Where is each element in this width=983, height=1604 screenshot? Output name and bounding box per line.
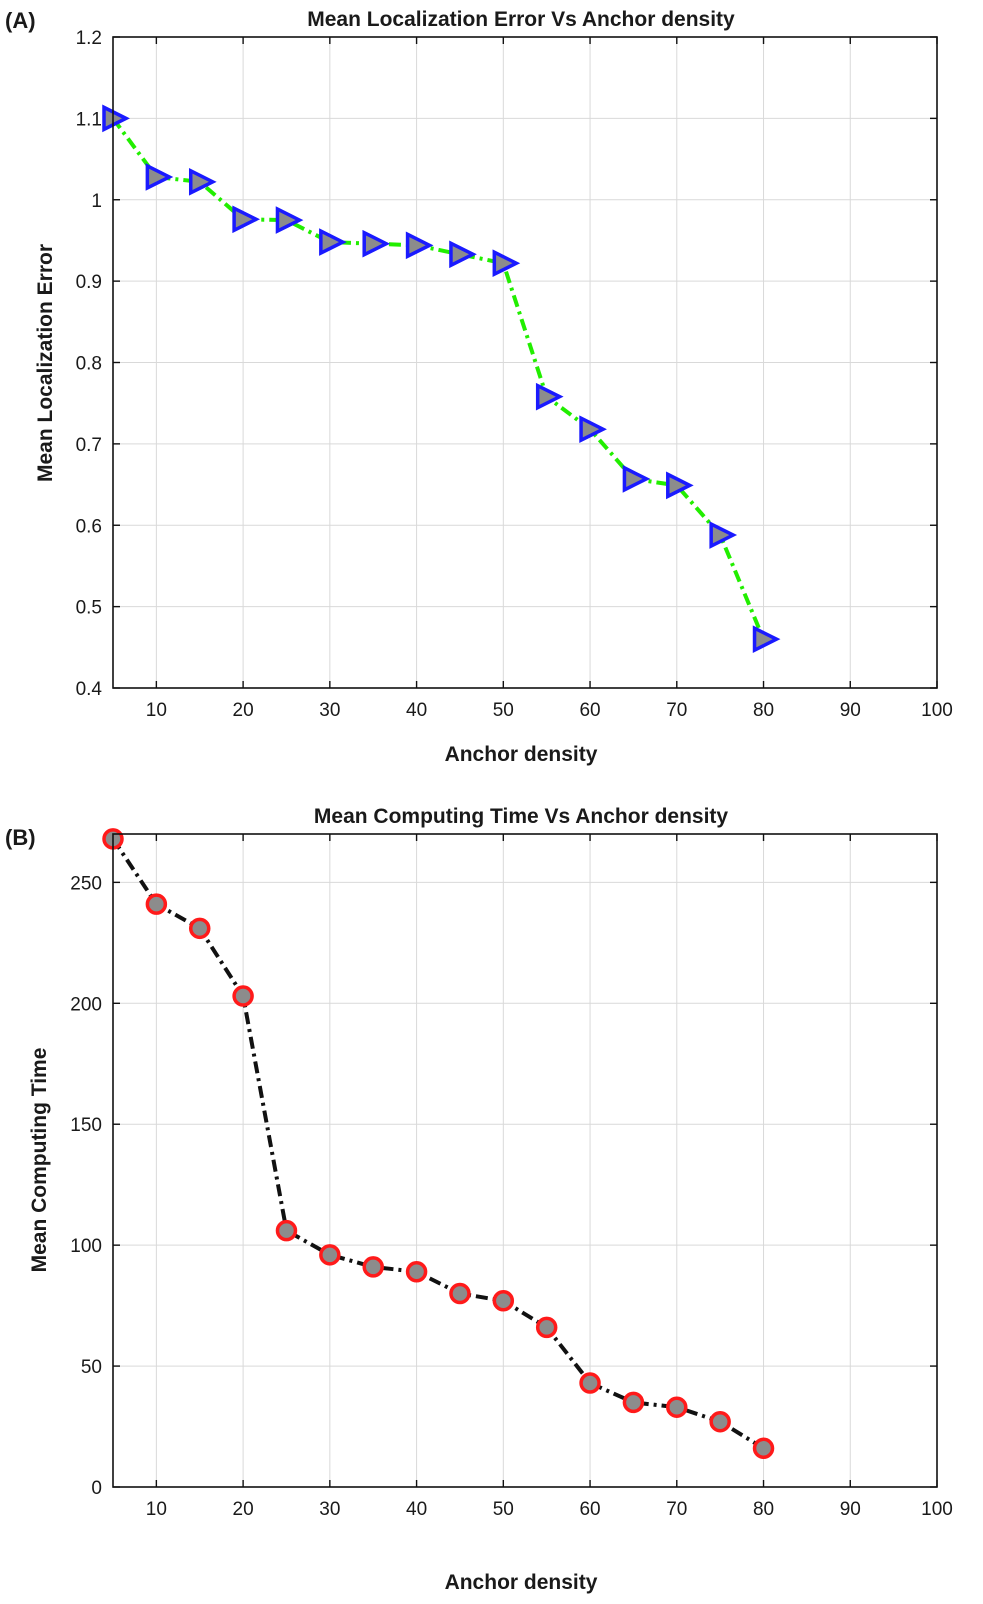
x-tick-label-a: 100 — [921, 700, 953, 721]
data-point-b — [709, 1410, 731, 1433]
ticks-a: 10 20 30 40 50 60 70 80 90 100 0.4 0.5 0.6 0.7 0.8 0.9 1… — [76, 28, 953, 721]
grid-b — [113, 834, 937, 1487]
series-line-a — [111, 117, 766, 640]
ticks-b: 10 20 30 40 50 60 70 80 90 100 0 50 100 150 200 250 — [70, 834, 953, 1520]
grid-a — [113, 37, 937, 688]
x-tick-label-a: 80 — [753, 700, 774, 721]
series-line-b — [111, 837, 765, 1451]
data-point-a — [492, 249, 521, 278]
x-tick-label-a: 30 — [319, 700, 340, 721]
x-tick-label-b: 50 — [493, 1499, 514, 1520]
y-tick-label-a: 0.6 — [76, 516, 102, 537]
panel-a: (A) Mean Localization Error Vs Anchor de… — [5, 8, 953, 766]
x-tick-label-a: 10 — [146, 700, 167, 721]
data-point-a — [622, 465, 651, 493]
y-tick-label-a: 1 — [91, 191, 102, 212]
x-tick-label-b: 80 — [753, 1499, 774, 1520]
series-a — [102, 104, 781, 654]
x-tick-label-a: 60 — [579, 700, 600, 721]
y-tick-label-b: 250 — [70, 873, 102, 894]
plot-frame-a — [112, 36, 938, 689]
x-tick-label-b: 90 — [840, 1499, 861, 1520]
data-point-b — [405, 1261, 428, 1283]
data-point-b — [232, 985, 254, 1007]
y-tick-label-b: 50 — [81, 1357, 102, 1378]
data-point-b — [492, 1290, 515, 1312]
data-point-a — [405, 231, 434, 260]
x-tick-label-b: 20 — [233, 1499, 254, 1520]
data-point-b — [752, 1437, 775, 1460]
data-point-a — [319, 228, 347, 256]
y-tick-label-b: 0 — [91, 1478, 102, 1499]
data-point-b — [145, 893, 168, 915]
data-point-a — [752, 625, 781, 654]
data-point-a — [579, 415, 607, 444]
x-axis-label-a: Anchor density — [445, 743, 598, 766]
panel-label-a: (A) — [5, 8, 36, 33]
data-point-a — [188, 168, 217, 196]
data-point-b — [362, 1256, 384, 1278]
y-axis-label-b: Mean Computing Time — [28, 1048, 51, 1273]
y-tick-label-b: 150 — [70, 1115, 102, 1136]
x-tick-label-b: 60 — [579, 1499, 600, 1520]
y-tick-label-a: 0.4 — [76, 679, 103, 700]
data-point-b — [622, 1391, 645, 1414]
data-point-b — [535, 1316, 558, 1339]
y-tick-label-a: 1.2 — [76, 28, 102, 49]
data-point-b — [666, 1396, 688, 1418]
data-point-a — [709, 521, 738, 549]
data-point-b — [275, 1219, 298, 1242]
x-tick-label-b: 10 — [146, 1499, 167, 1520]
y-tick-label-a: 0.9 — [76, 272, 102, 293]
y-tick-label-b: 100 — [70, 1236, 102, 1257]
y-tick-label-a: 1.1 — [76, 109, 102, 130]
data-point-a — [666, 471, 694, 500]
x-tick-label-b: 100 — [921, 1499, 953, 1520]
data-point-a — [449, 240, 477, 269]
y-tick-label-b: 200 — [70, 994, 102, 1015]
data-point-b — [449, 1282, 471, 1305]
data-point-a — [232, 205, 261, 234]
chart-title-b: Mean Computing Time Vs Anchor density — [314, 805, 729, 828]
x-tick-label-b: 30 — [319, 1499, 340, 1520]
x-tick-label-a: 20 — [233, 700, 254, 721]
data-point-a — [145, 163, 174, 191]
plot-frame-b — [112, 833, 938, 1488]
series-b — [102, 828, 775, 1460]
x-tick-label-b: 70 — [666, 1499, 687, 1520]
data-point-b — [188, 917, 211, 940]
y-tick-label-a: 0.8 — [76, 354, 102, 375]
data-point-a — [535, 382, 564, 411]
data-point-b — [579, 1372, 601, 1394]
chart-title-a: Mean Localization Error Vs Anchor densit… — [307, 8, 735, 31]
x-tick-label-a: 70 — [666, 700, 687, 721]
x-tick-label-b: 40 — [406, 1499, 427, 1520]
x-tick-label-a: 40 — [406, 700, 427, 721]
data-point-b — [319, 1244, 341, 1266]
x-tick-label-a: 50 — [493, 700, 514, 721]
data-point-a — [275, 206, 304, 234]
data-point-a — [102, 104, 130, 133]
panel-b: (B) Mean Computing Time Vs Anchor densit… — [5, 805, 953, 1594]
x-axis-label-b: Anchor density — [445, 1571, 598, 1594]
x-tick-label-a: 90 — [840, 700, 861, 721]
data-point-a — [362, 229, 391, 258]
y-tick-label-a: 0.5 — [76, 598, 102, 619]
y-axis-label-a: Mean Localization Error — [34, 244, 57, 482]
panel-label-b: (B) — [5, 825, 36, 850]
y-tick-label-a: 0.7 — [76, 435, 102, 456]
